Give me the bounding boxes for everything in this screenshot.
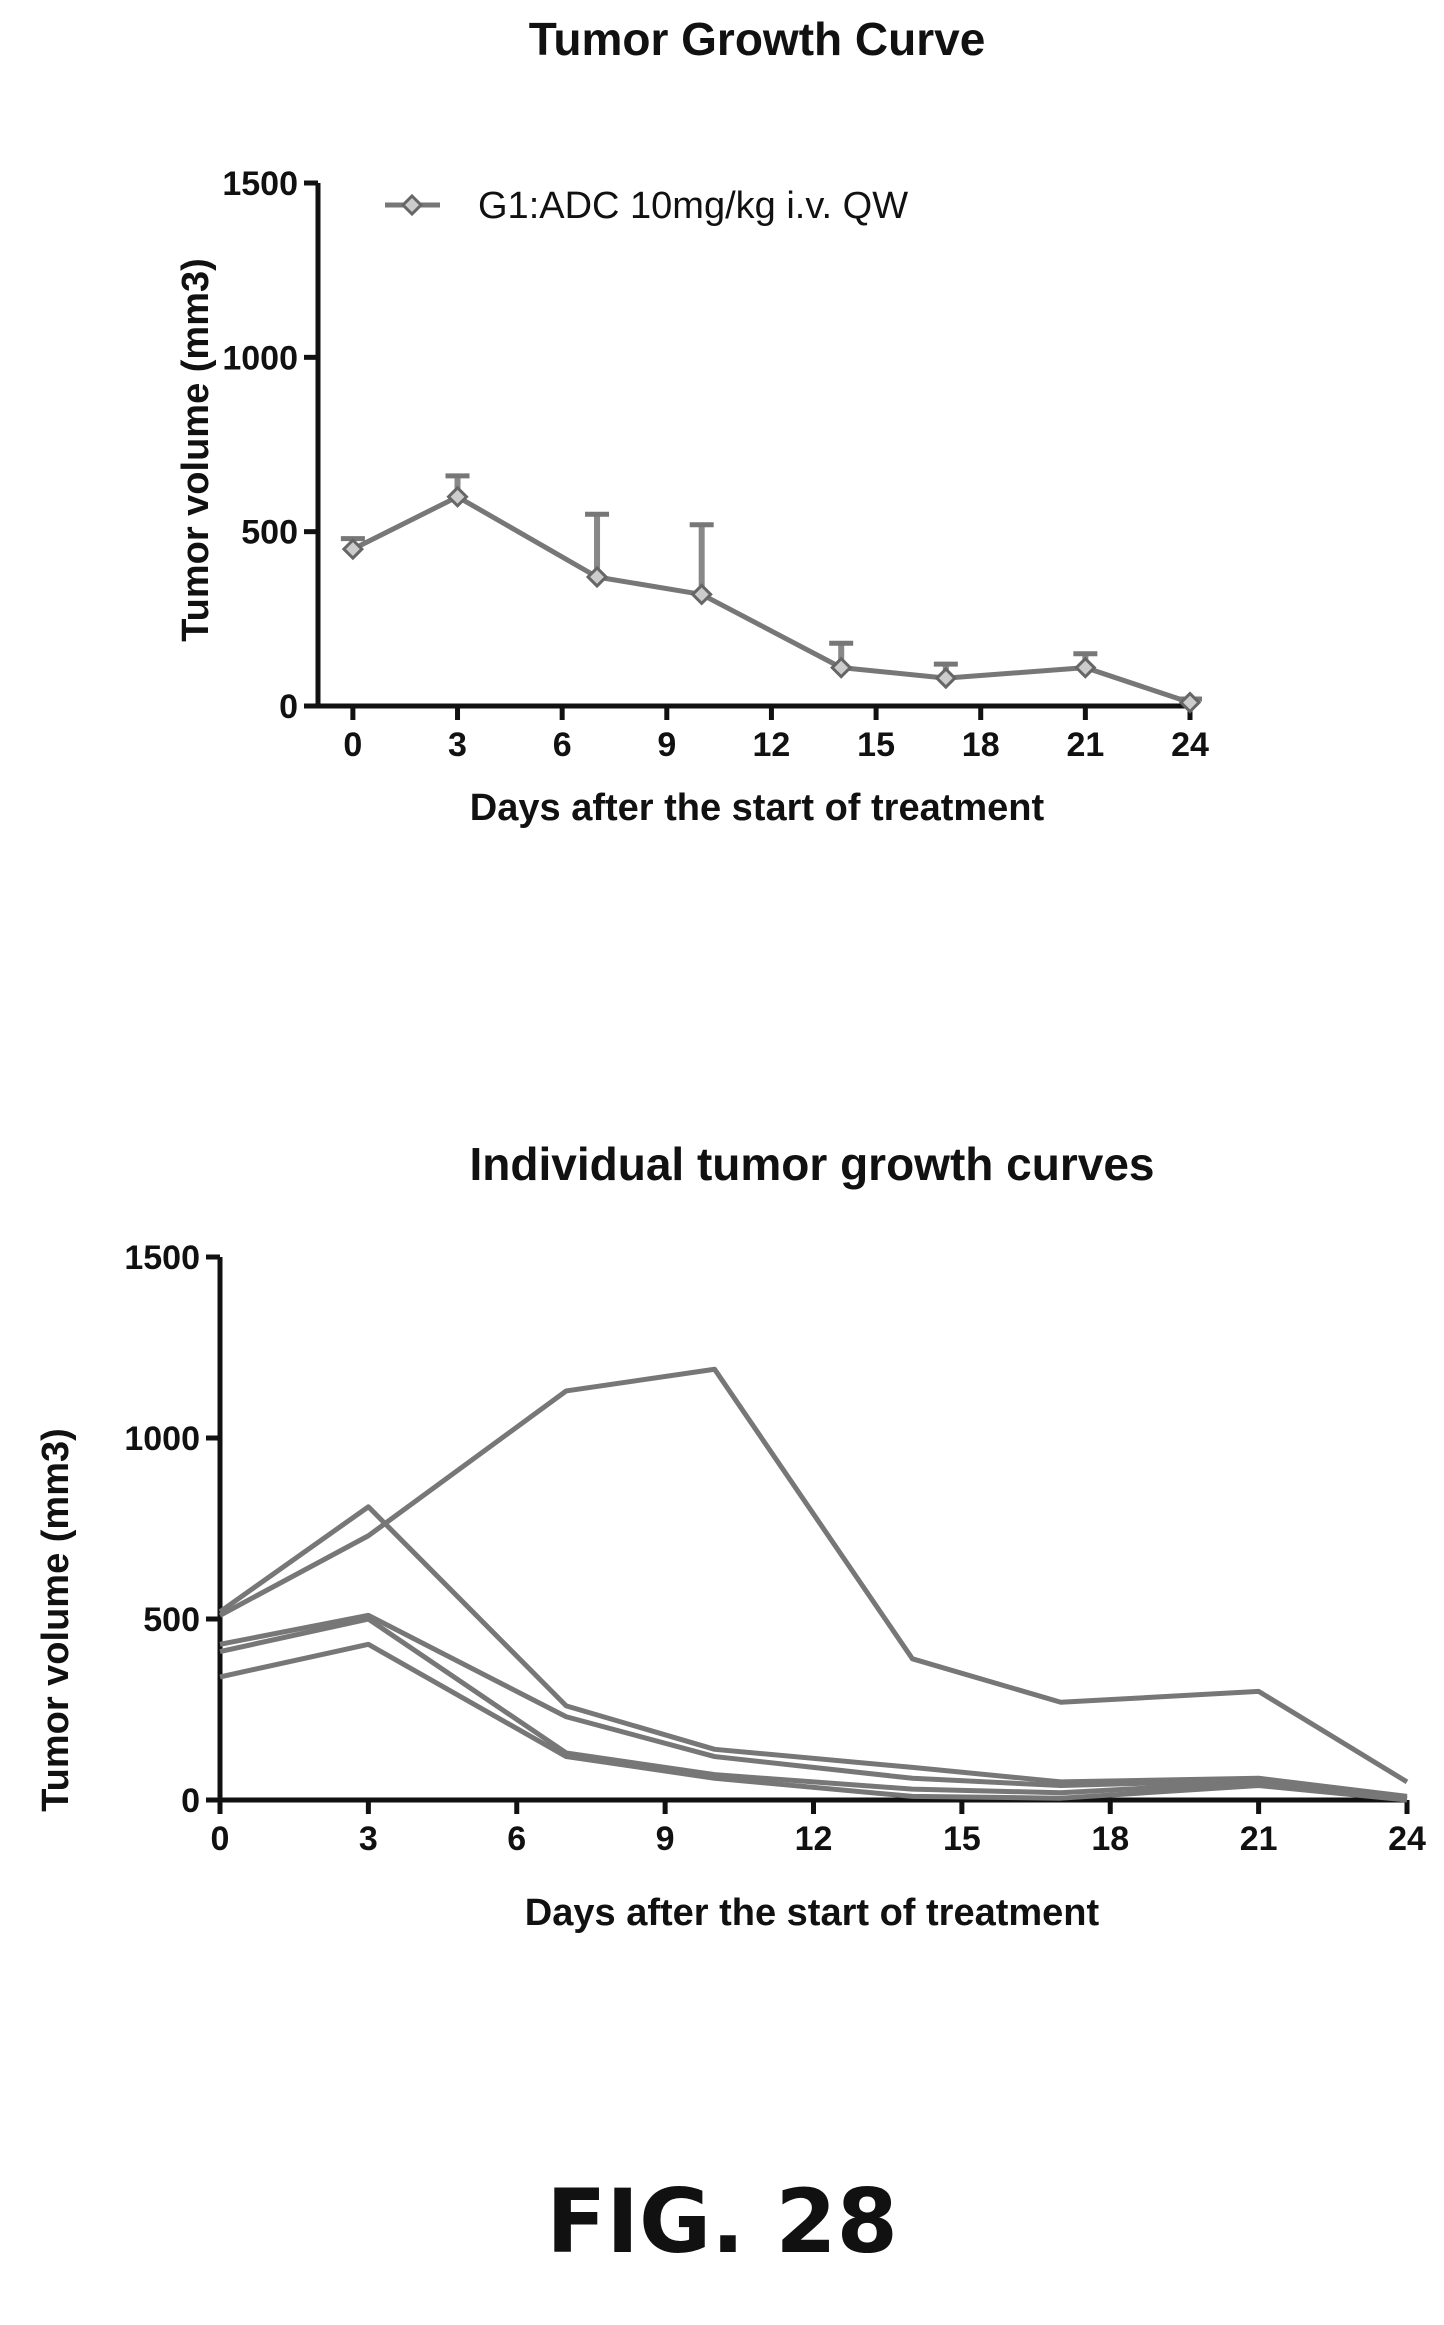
x-tick-label: 21 bbox=[1066, 726, 1104, 764]
x-tick-label: 12 bbox=[795, 1820, 833, 1858]
y-tick-label: 500 bbox=[143, 1601, 200, 1639]
data-point bbox=[690, 583, 713, 606]
x-tick-label: 24 bbox=[1171, 726, 1209, 764]
x-tick-label: 18 bbox=[962, 726, 1000, 764]
data-point bbox=[830, 656, 853, 679]
x-tick-label: 3 bbox=[359, 1820, 378, 1858]
y-tick-label: 500 bbox=[241, 514, 298, 552]
chart-title: Tumor Growth Curve bbox=[529, 13, 986, 65]
x-tick-label: 9 bbox=[657, 726, 676, 764]
legend: G1:ADC 10mg/kg i.v. QW bbox=[385, 185, 908, 227]
y-tick-label: 0 bbox=[181, 1782, 200, 1820]
series-line-3 bbox=[219, 1612, 1408, 1801]
legend-label: G1:ADC 10mg/kg i.v. QW bbox=[478, 185, 908, 227]
data-point bbox=[341, 537, 365, 561]
series-line-1 bbox=[351, 494, 1191, 705]
data-point bbox=[934, 666, 957, 690]
x-tick-label: 6 bbox=[553, 726, 572, 764]
x-tick-label: 6 bbox=[507, 1820, 526, 1858]
tumor-growth-curve-chart: Tumor Growth Curve 0 500 1000 1500 0 3 6 9 12 15 1… bbox=[175, 13, 1209, 829]
x-tick-label: 21 bbox=[1240, 1820, 1278, 1858]
series-line-2 bbox=[218, 1504, 1408, 1799]
y-axis-label: Tumor volume (mm3) bbox=[35, 1428, 77, 1812]
x-axis-label: Days after the start of treatment bbox=[470, 787, 1045, 829]
x-tick-label: 24 bbox=[1388, 1820, 1426, 1858]
x-tick-label: 9 bbox=[656, 1820, 675, 1858]
x-tick-label: 0 bbox=[211, 1820, 230, 1858]
data-point bbox=[1074, 656, 1097, 679]
series-line-5 bbox=[219, 1641, 1408, 1803]
y-tick-label: 0 bbox=[279, 688, 298, 726]
legend-marker-icon bbox=[400, 193, 424, 217]
individual-tumor-growth-chart: Individual tumor growth curves 0 500 1000 1… bbox=[35, 1138, 1426, 1934]
data-point bbox=[1178, 691, 1202, 714]
y-axis-label: Tumor volume (mm3) bbox=[175, 258, 217, 642]
data-point bbox=[585, 565, 609, 589]
x-tick-label: 15 bbox=[857, 726, 895, 764]
y-tick-label: 1500 bbox=[124, 1239, 200, 1277]
x-tick-label: 0 bbox=[343, 726, 362, 764]
y-tick-label: 1000 bbox=[124, 1420, 200, 1458]
x-tick-label: 3 bbox=[448, 726, 467, 764]
figure-label: FIG. 28 bbox=[546, 2170, 898, 2273]
series-line-1 bbox=[218, 1366, 1409, 1785]
x-axis-label: Days after the start of treatment bbox=[525, 1892, 1100, 1934]
data-point bbox=[446, 485, 469, 508]
x-tick-label: 12 bbox=[753, 726, 791, 764]
series-line-4 bbox=[219, 1616, 1408, 1801]
x-tick-label: 15 bbox=[943, 1820, 981, 1858]
y-tick-label: 1500 bbox=[222, 165, 298, 203]
y-tick-label: 1000 bbox=[222, 339, 298, 377]
x-tick-label: 18 bbox=[1091, 1820, 1129, 1858]
chart-title: Individual tumor growth curves bbox=[470, 1138, 1155, 1190]
